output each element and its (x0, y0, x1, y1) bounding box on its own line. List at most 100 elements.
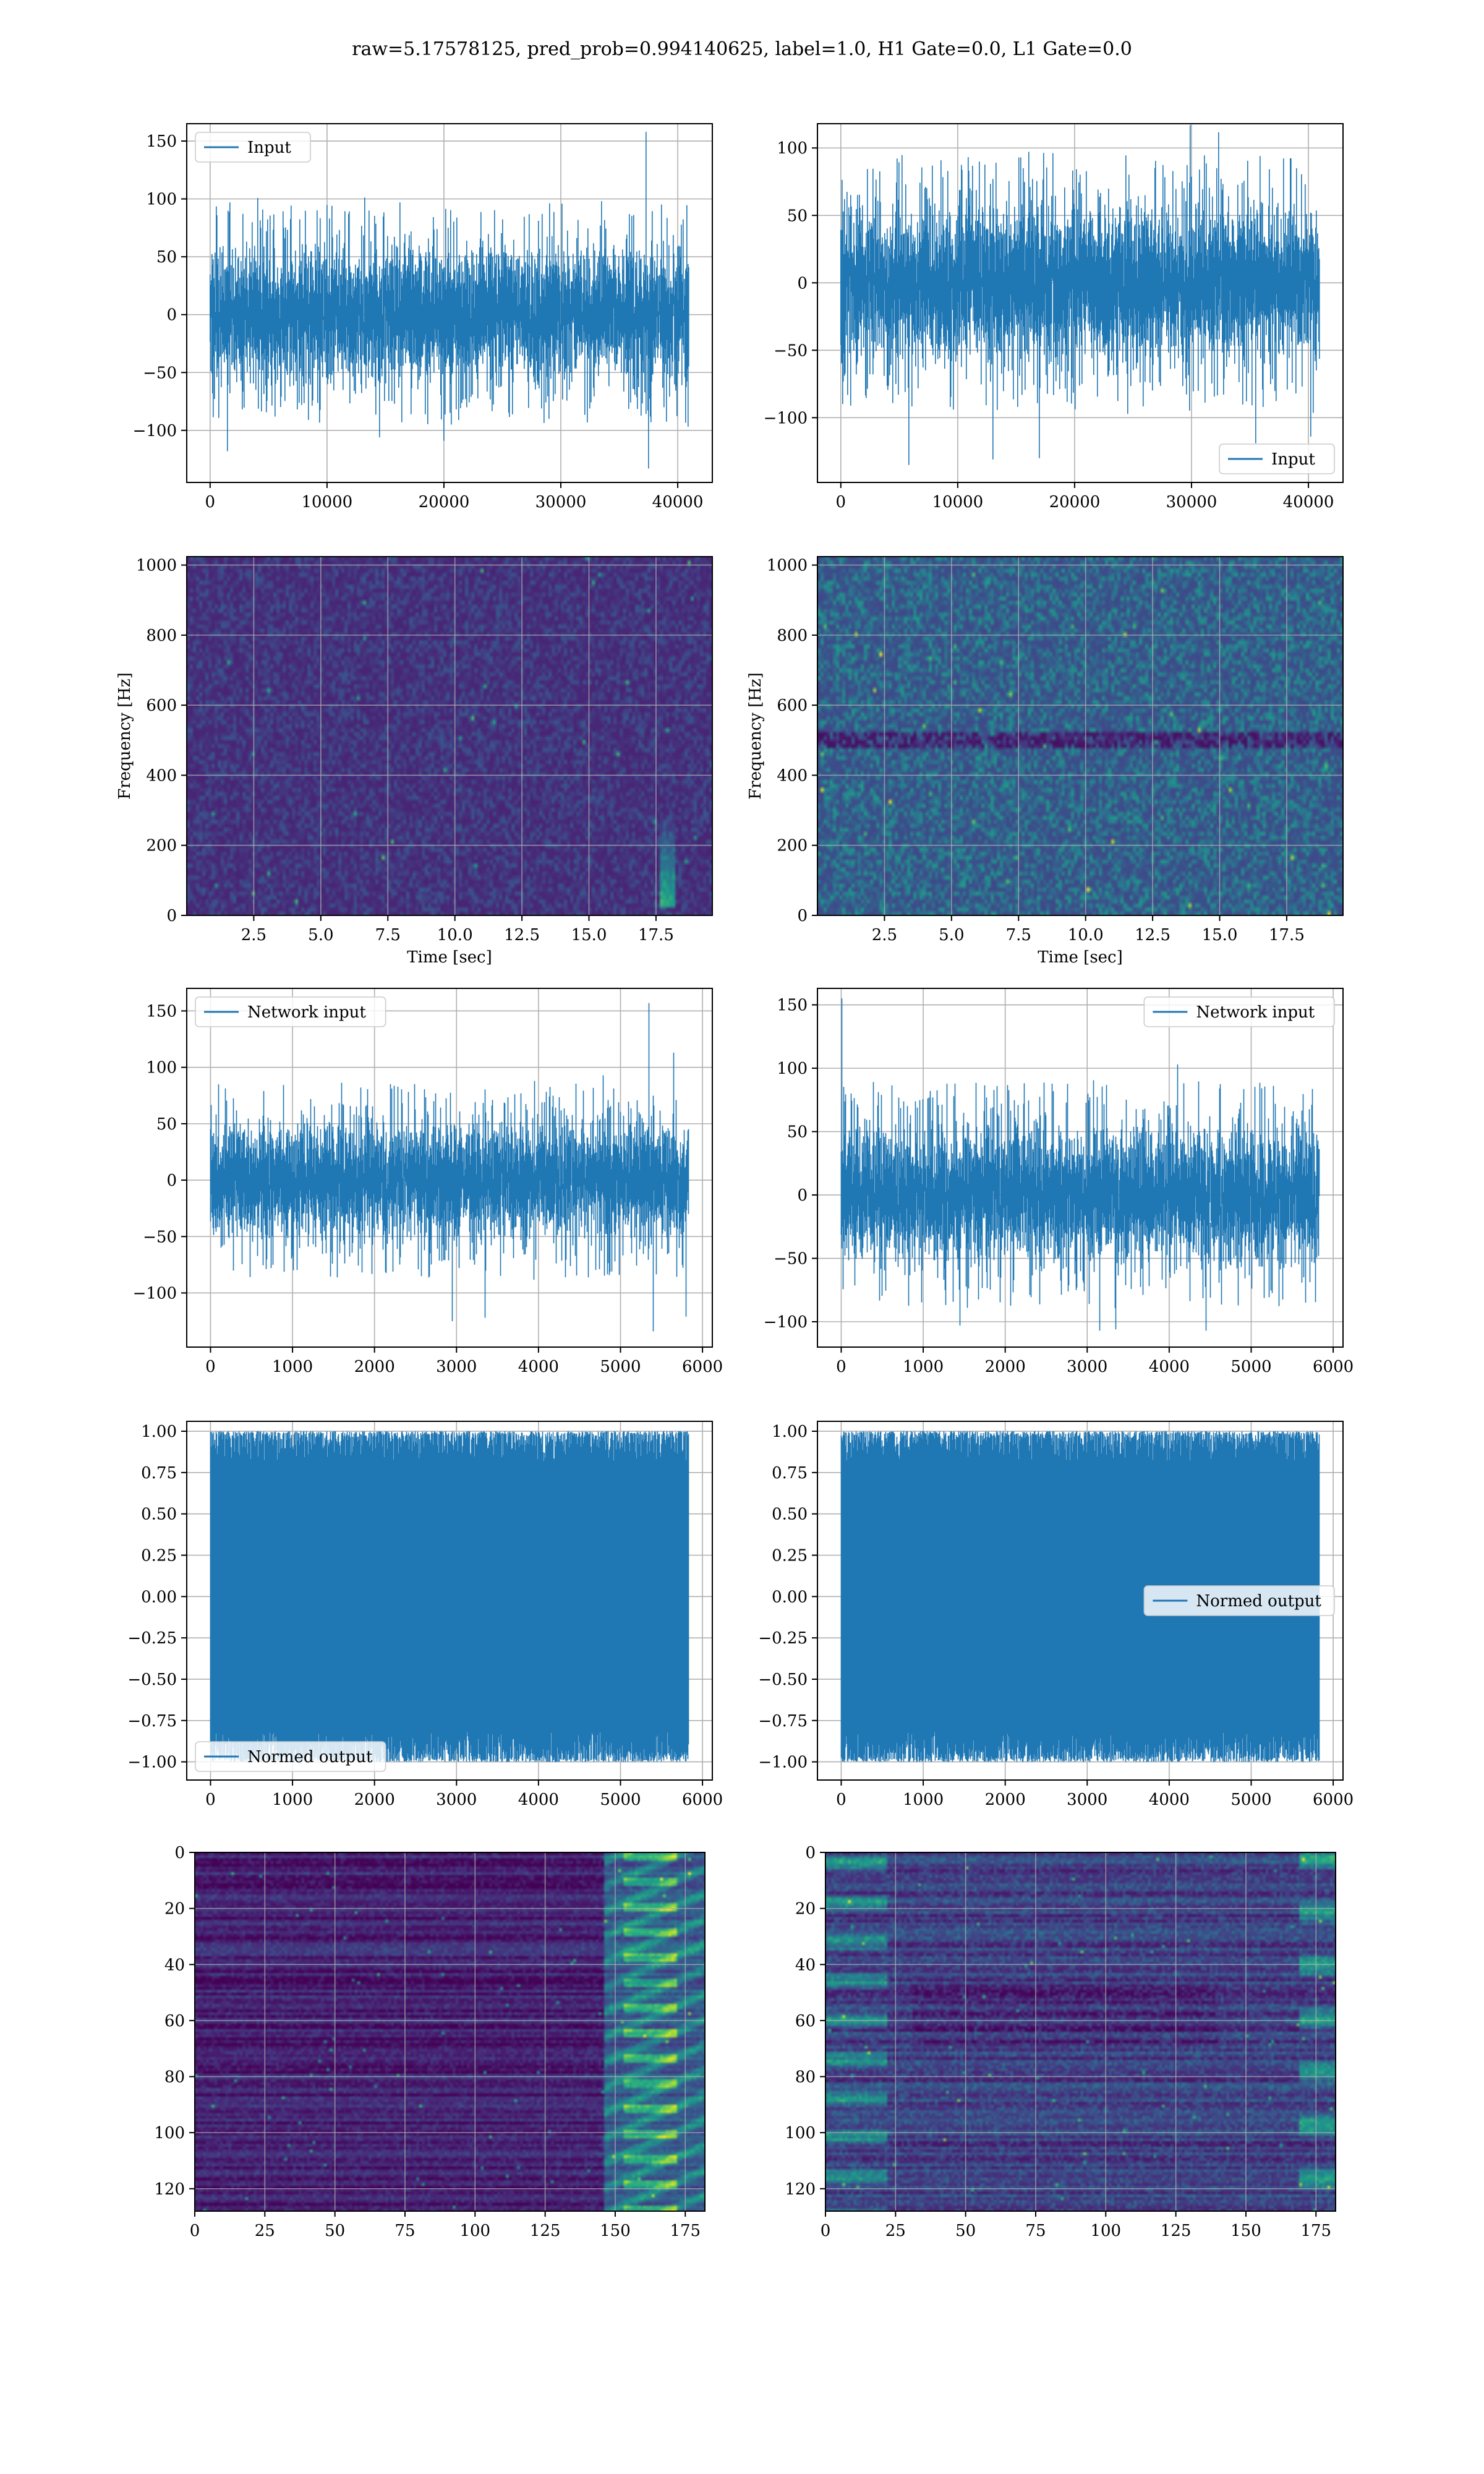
x-tick-label: 2000 (985, 1791, 1026, 1809)
axes-frame (194, 1852, 706, 2212)
y-tick-label: 100 (777, 1059, 808, 1078)
y-tick-label: 0 (166, 1171, 177, 1190)
chart-net-h1: 0 1000 2000 3000 4000 5000 6000 −100 −50 0 50 100 15… (133, 988, 723, 1376)
x-tick-label: 20000 (1049, 493, 1101, 511)
x-tick-label: 6000 (682, 1358, 723, 1376)
x-tick-label: 2.5 (241, 926, 267, 944)
x-tick-label: 12.5 (1135, 926, 1171, 944)
y-tick-label: 0 (166, 306, 177, 325)
x-tick-label: 4000 (518, 1791, 559, 1809)
legend-box (195, 132, 311, 163)
y-tick-label: 0 (797, 907, 808, 925)
y-tick-label: 800 (777, 627, 808, 645)
x-tick-label: 0 (836, 1791, 846, 1809)
y-tick-label: 0.50 (772, 1505, 808, 1524)
legend-box (1143, 1585, 1335, 1616)
y-tick-label: −100 (764, 1313, 808, 1332)
legend-label: Normed output (247, 1748, 373, 1766)
y-tick-label: 40 (164, 1956, 185, 1974)
y-tick-label: 0.25 (141, 1546, 177, 1565)
x-tick-label: 10000 (302, 493, 353, 511)
y-tick-label: 120 (154, 2180, 185, 2199)
y-tick-label: 800 (146, 627, 177, 645)
y-tick-label: 100 (777, 139, 808, 158)
x-tick-label: 150 (1230, 2222, 1261, 2240)
y-tick-label: 80 (795, 2068, 816, 2087)
x-tick-label: 17.5 (1269, 926, 1305, 944)
y-tick-label: 100 (785, 2124, 816, 2142)
axes-frame (186, 123, 713, 483)
legend: Normed output (195, 1741, 386, 1772)
y-tick-label: −100 (764, 409, 808, 427)
y-tick-label: −100 (133, 1284, 177, 1303)
x-tick-label: 0 (205, 493, 216, 511)
series-line-input (840, 125, 1320, 465)
x-tick-label: 0 (205, 1791, 216, 1809)
y-tick-label: −100 (133, 422, 177, 440)
legend-box (195, 1741, 386, 1772)
y-tick-label: 1.00 (141, 1423, 177, 1441)
y-axis-label: Frequency [Hz] (116, 672, 134, 800)
y-tick-label: 0.75 (141, 1464, 177, 1483)
x-tick-label: 0 (836, 1358, 846, 1376)
series-line-network-input (840, 998, 1320, 1331)
y-tick-label: −0.25 (127, 1629, 177, 1648)
x-tick-label: 2000 (354, 1358, 395, 1376)
x-tick-label: 1000 (272, 1791, 313, 1809)
x-tick-label: 40000 (652, 493, 704, 511)
series-line-normed-output (210, 1431, 689, 1762)
x-tick-label: 5000 (1230, 1358, 1271, 1376)
y-tick-label: 50 (787, 1123, 808, 1142)
y-tick-label: 100 (154, 2124, 185, 2142)
x-tick-label: 7.5 (375, 926, 401, 944)
axes-frame (186, 1421, 713, 1781)
series-line-network-input (210, 1003, 689, 1332)
x-tick-label: 3000 (1067, 1791, 1107, 1809)
y-tick-label: 400 (146, 766, 177, 785)
y-tick-label: 600 (146, 696, 177, 715)
chart-spec-l1: 2.5 5.0 7.5 10.0 12.5 15.0 17.5 0 200 400 600 800 10… (746, 556, 1344, 967)
x-tick-label: 17.5 (638, 926, 674, 944)
y-tick-label: −1.00 (127, 1753, 177, 1772)
y-tick-label: 40 (795, 1956, 816, 1974)
x-tick-label: 30000 (535, 493, 587, 511)
y-tick-label: 0.00 (772, 1588, 808, 1606)
y-tick-label: 1.00 (772, 1423, 808, 1441)
y-tick-label: 0.00 (141, 1588, 177, 1606)
y-tick-label: 400 (777, 766, 808, 785)
heatmap-image (195, 1852, 705, 2211)
x-tick-label: 50 (325, 2222, 345, 2240)
x-tick-label: 1000 (272, 1358, 313, 1376)
y-tick-label: 60 (795, 2012, 816, 2031)
legend: Network input (195, 996, 386, 1027)
x-tick-label: 6000 (1313, 1358, 1354, 1376)
y-tick-label: 50 (787, 207, 808, 225)
y-tick-label: 600 (777, 696, 808, 715)
x-tick-label: 6000 (682, 1791, 723, 1809)
legend: Input (1219, 443, 1335, 474)
y-tick-label: −0.50 (758, 1671, 808, 1689)
chart-feat-h1: 0 25 50 75 100 125 150 175 0 20 40 60 80 100 120 (154, 1844, 706, 2240)
x-tick-label: 6000 (1313, 1791, 1354, 1809)
y-tick-label: −50 (143, 1228, 177, 1246)
y-tick-label: −0.75 (127, 1712, 177, 1731)
y-tick-label: 50 (156, 1115, 177, 1134)
x-tick-label: 4000 (1149, 1791, 1190, 1809)
x-tick-label: 75 (1025, 2222, 1046, 2240)
y-tick-label: 60 (164, 2012, 185, 2031)
chart-net-l1: 0 1000 2000 3000 4000 5000 6000 −100 −50 0 50 100 15… (764, 988, 1354, 1376)
x-tick-label: 15.0 (571, 926, 607, 944)
x-tick-label: 0 (821, 2222, 831, 2240)
x-axis-label: Time [sec] (407, 948, 492, 967)
legend-label: Network input (1196, 1003, 1315, 1022)
y-tick-label: 20 (795, 1900, 816, 1919)
x-tick-label: 30000 (1166, 493, 1217, 511)
y-tick-label: 0.75 (772, 1464, 808, 1483)
x-axis-label: Time [sec] (1038, 948, 1123, 967)
legend-label: Input (247, 139, 291, 157)
y-tick-label: 20 (164, 1900, 185, 1919)
legend-box (1143, 996, 1335, 1027)
x-tick-label: 75 (394, 2222, 415, 2240)
y-tick-label: −1.00 (758, 1753, 808, 1772)
